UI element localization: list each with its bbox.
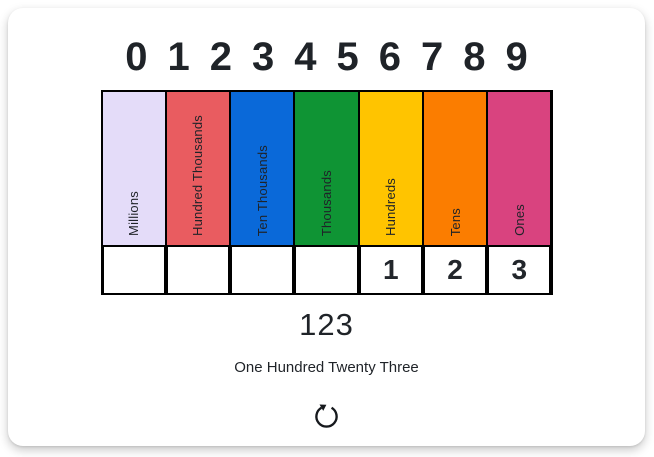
column-header-hundred-thousands: Hundred Thousands — [166, 92, 230, 245]
digit-button-3[interactable]: 3 — [252, 34, 275, 79]
cell-millions[interactable] — [102, 247, 165, 293]
cell-hundreds[interactable]: 1 — [359, 247, 422, 293]
digit-button-5[interactable]: 5 — [336, 34, 359, 79]
column-header-ones: Ones — [488, 92, 551, 245]
digit-bank: 0 1 2 3 4 5 6 7 8 9 — [125, 33, 528, 80]
digit-button-0[interactable]: 0 — [125, 34, 148, 79]
column-label: Ten Thousands — [254, 144, 270, 236]
column-label: Ones — [511, 204, 527, 236]
reset-icon — [313, 403, 340, 430]
digit-button-9[interactable]: 9 — [505, 34, 528, 79]
result-words: One Hundred Twenty Three — [234, 359, 419, 377]
cell-thousands[interactable] — [295, 247, 358, 293]
column-label: Hundreds — [383, 178, 399, 236]
cell-ten-thousands[interactable] — [231, 247, 294, 293]
column-label: Thousands — [318, 169, 334, 236]
reset-button[interactable] — [312, 401, 342, 431]
column-header-ten-thousands: Ten Thousands — [231, 92, 294, 245]
column-label: Millions — [126, 191, 142, 236]
cell-hundred-thousands[interactable] — [166, 247, 230, 293]
cell-ones[interactable]: 3 — [488, 247, 551, 293]
digit-button-8[interactable]: 8 — [463, 34, 486, 79]
column-header-tens: Tens — [423, 92, 487, 245]
digit-button-4[interactable]: 4 — [294, 34, 317, 79]
digit-button-6[interactable]: 6 — [378, 34, 401, 79]
result-number: 123 — [299, 307, 354, 342]
column-header-hundreds: Hundreds — [359, 92, 422, 245]
column-label: Hundred Thousands — [190, 115, 206, 236]
digit-button-7[interactable]: 7 — [421, 34, 444, 79]
place-value-card: 0 1 2 3 4 5 6 7 8 9 Millions Hundred Tho… — [8, 8, 645, 446]
place-value-table: Millions Hundred Thousands Ten Thousands… — [100, 90, 553, 295]
column-label: Tens — [447, 207, 463, 236]
column-header-thousands: Thousands — [295, 92, 358, 245]
digit-button-2[interactable]: 2 — [209, 34, 232, 79]
cell-tens[interactable]: 2 — [423, 247, 487, 293]
digit-button-1[interactable]: 1 — [167, 34, 190, 79]
column-header-millions: Millions — [102, 92, 165, 245]
